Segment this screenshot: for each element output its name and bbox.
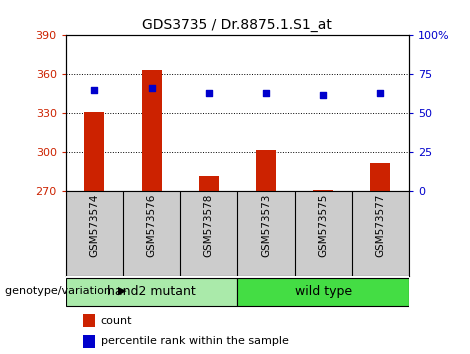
Text: count: count — [101, 316, 132, 326]
Text: GSM573576: GSM573576 — [147, 194, 157, 257]
Point — [148, 86, 155, 91]
Bar — [66, 278, 237, 306]
Bar — [370, 162, 390, 191]
Text: GSM573578: GSM573578 — [204, 194, 214, 257]
Point — [376, 90, 384, 96]
Point — [91, 87, 98, 93]
Point — [320, 92, 327, 97]
Point — [262, 90, 270, 96]
Bar — [85, 112, 104, 191]
Text: genotype/variation  ▶: genotype/variation ▶ — [5, 286, 126, 296]
Text: GSM573575: GSM573575 — [318, 194, 328, 257]
Title: GDS3735 / Dr.8875.1.S1_at: GDS3735 / Dr.8875.1.S1_at — [142, 18, 332, 32]
Text: GSM573573: GSM573573 — [261, 194, 271, 257]
Bar — [83, 314, 95, 327]
Point — [205, 90, 212, 96]
Text: GSM573574: GSM573574 — [89, 194, 99, 257]
Text: percentile rank within the sample: percentile rank within the sample — [101, 336, 289, 346]
Bar — [313, 190, 333, 191]
Text: wild type: wild type — [295, 285, 352, 298]
Text: GSM573577: GSM573577 — [376, 194, 385, 257]
Bar — [199, 176, 219, 191]
Bar — [141, 70, 162, 191]
Bar — [83, 335, 95, 348]
Bar — [237, 278, 409, 306]
Text: hand2 mutant: hand2 mutant — [107, 285, 196, 298]
Bar — [256, 150, 276, 191]
